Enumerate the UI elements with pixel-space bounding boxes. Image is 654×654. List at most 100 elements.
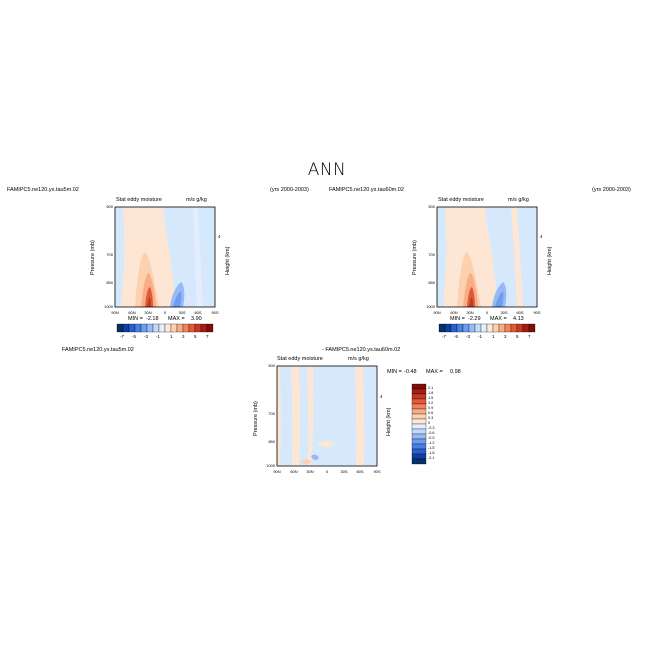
panel2-plot-area [436,206,538,308]
panel2-xtick: 0 [485,310,489,315]
panel2-colorbar-swatch [468,323,476,333]
panel3-colorbar-swatch [411,393,427,400]
panel1-colorbar-swatch [116,323,124,333]
panel1-cb-label: 3 [182,334,185,339]
panel3-colorbar-swatch [411,403,427,410]
panel3-ytick: 1000 [266,463,275,468]
figure-title: ANN [307,160,347,180]
panel1-right-tick: 4 [218,234,221,239]
panel3-xtick: 0 [325,469,329,474]
panel2-colorbar-swatch [486,323,494,333]
panel3-colorbar-swatch [411,418,427,425]
panel1-max-label: MAX = [168,316,185,322]
panel3-colorbar-swatch [411,383,427,390]
panel3-orange-band [307,366,314,466]
panel3-orange-blob [317,441,335,447]
panel2-ylabel: Pressure (mb) [412,240,418,275]
panel3-case-name: FAMIPC5.ne120.ys.tau5m.02 [62,347,134,353]
panel1-cb-label: 1 [170,334,173,339]
panel2-colorbar-swatch [492,323,500,333]
panel1-min-label: MIN = [128,316,143,322]
panel1-colorbar-swatch [164,323,172,333]
panel3-right-tick: 4 [380,394,383,399]
panel1-subtitle-right: m/s g/kg [186,197,207,203]
panel2-colorbar [438,323,536,333]
panel3-cb-label: -0.3 [428,426,435,430]
panel3-blue-blob [311,454,319,461]
panel3-subtitle-right: m/s g/kg [348,356,369,362]
panel1-colorbar-swatch [200,323,208,333]
panel3-cb-label: 0.3 [428,416,434,420]
panel2-cb-label: -1 [478,334,483,339]
panel1-max-value: 3.90 [191,316,202,322]
panel2-colorbar-swatch [438,323,446,333]
panel2-case-name: FAMIPC5.ne120.ys.tau60m.02 [329,187,404,193]
panel1-colorbar-swatch [152,323,160,333]
panel1-colorbar-swatch [122,323,130,333]
panel3-ylabel: Pressure (mb) [253,401,259,436]
panel3-cb-label: -1.5 [428,446,435,450]
panel3-orange-band [291,366,301,466]
panel1-blue-region [163,207,215,307]
panel3-colorbar [411,383,427,465]
panel2-colorbar-swatch [444,323,452,333]
panel2-xtick: 30N [466,310,474,315]
panel3-colorbar-swatch [411,428,427,435]
panel3-diff-title: - FAMIPC5.ne120.ys.tau60m.02 [322,347,401,353]
panel2-blue-region-west [437,207,447,307]
panel3-colorbar-swatch [411,448,427,455]
panel1-cb-label: 7 [206,334,209,339]
panel2-cb-label: 7 [528,334,531,339]
panel1-right-label: Height (km) [225,246,231,275]
panel1-ytick: 1000 [104,304,113,309]
panel3-xtick: 90N [273,469,281,474]
panel2-ytick: 1000 [426,304,435,309]
panel1-colorbar-swatch [176,323,184,333]
panel1-plot-area [114,206,216,308]
panel1-light-band [193,207,203,307]
panel1-colorbar-swatch [140,323,148,333]
panel1-ylabel: Pressure (mb) [90,240,96,275]
panel2-colorbar-swatch [522,323,530,333]
panel3-cb-label: 0 [428,421,431,425]
panel2-cb-label: -5 [454,334,459,339]
panel2-red-core [467,287,475,307]
panel2-colorbar-swatch [504,323,512,333]
panel3-xtick: 90S [373,469,381,474]
panel1-colorbar-swatch [134,323,142,333]
panel1-case-name: FAMIPC5.ne120.ys.tau5m.02 [7,187,79,193]
panel1-red-max [147,297,151,307]
panel2-colorbar-swatch [498,323,506,333]
panel2-cb-label: 1 [492,334,495,339]
panel1-years: (yrs 2000-2003) [270,187,309,193]
panel2-xtick: 60S [516,310,524,315]
panel1-colorbar-swatch [158,323,166,333]
panel3-right-label: Height (km) [386,407,392,436]
panel1-colorbar-swatch [182,323,190,333]
panel2-min-value: -2.29 [468,316,481,322]
panel3-cb-label: 1.2 [428,401,434,405]
panel3-max-label: MAX = [426,369,443,375]
panel2-cb-label: -7 [442,334,447,339]
panel1-xtick: 90S [211,310,219,315]
panel3-xtick: 30N [306,469,314,474]
panel2-cb-label: -3 [466,334,471,339]
panel2-xtick: 30S [500,310,508,315]
panel1-colorbar-swatch [188,323,196,333]
panel3-cb-label: 1.8 [428,391,434,395]
panel1-colorbar-swatch [206,323,214,333]
panel2-cb-label: 5 [516,334,519,339]
panel3-cb-label: 0.6 [428,411,434,415]
panel2-blue-core-inner [495,291,504,307]
panel3-ytick: 700 [268,411,275,416]
panel2-blue-region [485,207,537,307]
panel3-plot-area [276,365,378,467]
panel2-colorbar-swatch [462,323,470,333]
panel2-ytick: 700 [428,252,435,257]
panel2-xtick: 90N [433,310,441,315]
panel3-cb-label: 2.1 [428,386,434,390]
panel2-ytick: 500 [428,204,435,209]
panel1-red-core [145,287,153,307]
panel1-cb-label: -5 [132,334,137,339]
panel2-colorbar-swatch [474,323,482,333]
